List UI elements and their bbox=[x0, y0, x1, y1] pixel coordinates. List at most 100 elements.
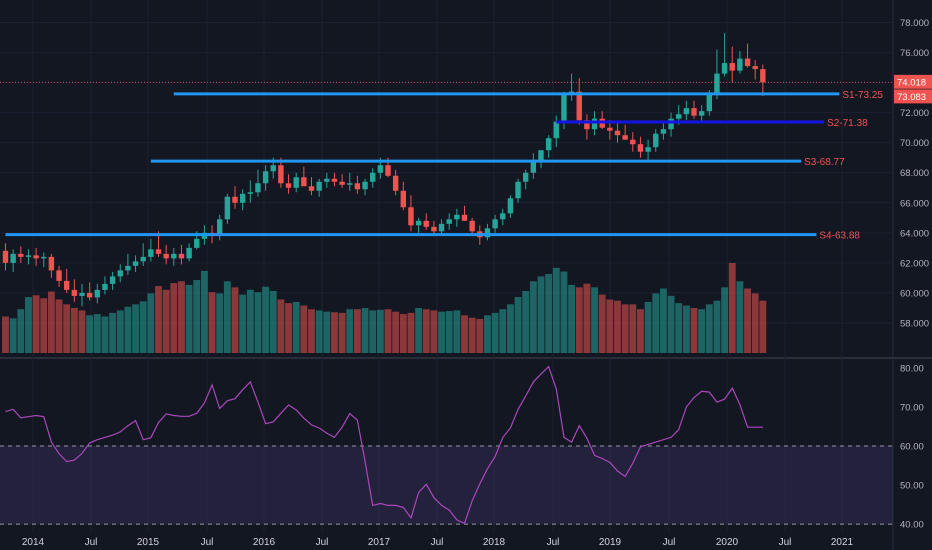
volume-bar bbox=[468, 317, 476, 353]
x-tick-label: 2014 bbox=[22, 537, 45, 548]
candle-body bbox=[278, 165, 284, 184]
volume-bar bbox=[101, 316, 109, 353]
prev-close-tag-bg bbox=[894, 89, 932, 104]
volume-bar bbox=[415, 308, 423, 353]
x-tick-label: Jul bbox=[201, 537, 214, 548]
candle-body bbox=[18, 253, 24, 257]
volume-bar bbox=[407, 312, 415, 353]
volume-bar bbox=[223, 281, 231, 353]
candle-body bbox=[102, 283, 108, 290]
candle-body bbox=[607, 127, 613, 131]
volume-bar bbox=[200, 270, 208, 353]
volume-bar bbox=[63, 304, 71, 353]
volume-bar bbox=[338, 312, 346, 353]
rsi-tick-label: 40.00 bbox=[900, 520, 924, 531]
x-tick-label: Jul bbox=[85, 537, 98, 548]
candle-body bbox=[71, 289, 78, 296]
candle-body bbox=[362, 181, 368, 190]
volume-bar bbox=[575, 287, 583, 353]
volume-bar bbox=[690, 308, 698, 353]
volume-bar bbox=[86, 315, 94, 353]
volume-bar bbox=[736, 281, 744, 353]
candle-body bbox=[492, 219, 498, 229]
price-axis[interactable]: 58.000 60.000 62.000 64.000 66.000 68.000 70.0… bbox=[900, 18, 929, 531]
candle-body bbox=[33, 255, 39, 259]
y-tick-label: 66.000 bbox=[900, 198, 929, 209]
volume-bar bbox=[560, 271, 568, 353]
candle-body bbox=[431, 226, 437, 232]
volume-bar bbox=[116, 310, 124, 353]
candle-body bbox=[270, 165, 276, 172]
volume-bar bbox=[552, 267, 560, 353]
candle-body bbox=[530, 160, 537, 173]
y-tick-label: 72.000 bbox=[900, 108, 929, 119]
candle-body bbox=[591, 118, 598, 130]
volume-bar bbox=[216, 293, 224, 353]
x-tick-label: 2019 bbox=[599, 537, 622, 548]
rsi-tick-label: 70.00 bbox=[900, 402, 924, 413]
candle-body bbox=[370, 172, 376, 182]
volume-bar bbox=[583, 283, 591, 353]
candle-body bbox=[744, 58, 751, 67]
candle-body bbox=[377, 165, 384, 173]
candle-body bbox=[140, 256, 146, 262]
candle-body bbox=[331, 178, 338, 182]
volume-bar bbox=[384, 309, 392, 353]
candle-body bbox=[660, 129, 667, 134]
support-label: S2-71.38 bbox=[827, 118, 868, 129]
candle-body bbox=[553, 121, 559, 139]
volume-bar bbox=[629, 304, 637, 353]
volume-bar bbox=[93, 314, 101, 353]
volume-bar bbox=[162, 289, 170, 353]
candle-body bbox=[622, 135, 628, 140]
candle-body bbox=[415, 220, 422, 226]
volume-bar bbox=[239, 294, 247, 353]
candle-body bbox=[721, 63, 728, 74]
volume-bar bbox=[675, 303, 683, 353]
volume-bar bbox=[667, 295, 675, 353]
volume-bar bbox=[637, 309, 644, 353]
rsi-tick-label: 80.00 bbox=[900, 363, 924, 374]
rsi-tick-label: 60.00 bbox=[900, 442, 924, 453]
price-labels: 74.0181d 5h73.083 bbox=[0, 74, 932, 104]
time-axis[interactable]: 2014 Jul 2015 Jul 2016 Jul 2017 Jul 2018 Jul 2019 J… bbox=[22, 537, 854, 548]
candle-body bbox=[630, 139, 636, 145]
volume-bar bbox=[744, 288, 751, 353]
support-label: S4-63.88 bbox=[819, 231, 860, 242]
candle-body bbox=[79, 292, 85, 296]
candle-body bbox=[316, 181, 322, 191]
volume-bar bbox=[78, 310, 86, 353]
rsi-tick-label: 50.00 bbox=[900, 481, 924, 492]
volume-bar bbox=[659, 288, 667, 353]
candle-body bbox=[86, 292, 93, 298]
volume-bar bbox=[644, 301, 652, 353]
candle-body bbox=[41, 256, 47, 259]
candle-body bbox=[668, 118, 674, 130]
volume-bar bbox=[445, 311, 453, 353]
candle-body bbox=[523, 172, 529, 182]
volume-bar bbox=[705, 304, 713, 353]
y-tick-label: 76.000 bbox=[900, 48, 929, 59]
volume-bar bbox=[545, 273, 553, 353]
x-tick-label: 2020 bbox=[716, 537, 739, 548]
candlesticks bbox=[2, 33, 766, 307]
volume-bar bbox=[614, 300, 621, 353]
volume-bar bbox=[591, 287, 598, 353]
candle-body bbox=[538, 150, 544, 161]
candle-body bbox=[178, 253, 185, 259]
volume-bar bbox=[331, 312, 338, 353]
candle-body bbox=[614, 130, 621, 136]
x-tick-label: Jul bbox=[316, 537, 329, 548]
y-tick-label: 62.000 bbox=[900, 258, 929, 269]
candle-body bbox=[308, 186, 315, 191]
candle-body bbox=[760, 69, 766, 83]
candle-body bbox=[301, 177, 307, 187]
support-label: S3-68.77 bbox=[804, 157, 845, 168]
volume-bar bbox=[514, 297, 522, 353]
candle-body bbox=[545, 138, 552, 151]
candle-body bbox=[262, 171, 269, 184]
candle-body bbox=[392, 175, 399, 191]
candle-body bbox=[2, 250, 9, 263]
